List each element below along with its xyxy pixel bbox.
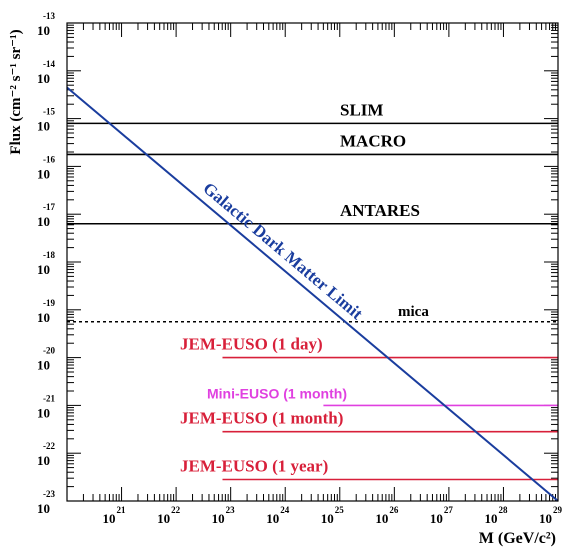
dark-matter-limit-line — [66, 86, 559, 502]
svg-text:-18: -18 — [43, 250, 55, 260]
limit-label-macro: MACRO — [340, 131, 406, 150]
limit-label-jem-euso-1-year: JEM-EUSO (1 year) — [180, 456, 328, 475]
svg-text:10: 10 — [37, 310, 50, 325]
svg-text:-23: -23 — [43, 489, 55, 499]
svg-text:10: 10 — [430, 511, 443, 526]
y-tick-label: 10-20 — [37, 346, 55, 373]
y-tick-label: 10-22 — [37, 441, 55, 468]
y-tick-label: 10-15 — [37, 107, 55, 134]
svg-text:10: 10 — [37, 358, 50, 373]
svg-text:10: 10 — [37, 501, 50, 516]
svg-text:10: 10 — [37, 262, 50, 277]
svg-text:-13: -13 — [43, 11, 55, 21]
x-axis-label: M (GeV/c²) — [479, 530, 556, 547]
y-tick-label: 10-17 — [37, 202, 55, 229]
svg-text:29: 29 — [553, 505, 563, 515]
svg-text:-14: -14 — [43, 59, 55, 69]
limit-label-slim: SLIM — [340, 100, 383, 119]
svg-text:-17: -17 — [43, 202, 55, 212]
svg-text:28: 28 — [498, 505, 508, 515]
svg-text:10: 10 — [375, 511, 388, 526]
svg-text:-15: -15 — [43, 107, 55, 117]
y-tick-label: 10-21 — [37, 393, 55, 420]
y-tick-label: 10-16 — [37, 154, 55, 181]
svg-text:10: 10 — [37, 214, 50, 229]
svg-text:10: 10 — [157, 511, 170, 526]
svg-text:10: 10 — [37, 23, 50, 38]
svg-text:-21: -21 — [43, 393, 55, 403]
svg-text:10: 10 — [37, 166, 50, 181]
svg-text:25: 25 — [335, 505, 345, 515]
svg-text:-16: -16 — [43, 154, 55, 164]
svg-text:10: 10 — [321, 511, 334, 526]
svg-text:10: 10 — [37, 119, 50, 134]
svg-text:22: 22 — [171, 505, 181, 515]
svg-text:10: 10 — [266, 511, 279, 526]
plot-frame — [66, 22, 559, 502]
svg-text:10: 10 — [37, 405, 50, 420]
svg-text:-22: -22 — [43, 441, 55, 451]
y-tick-label: 10-23 — [37, 489, 55, 516]
svg-text:10: 10 — [484, 511, 497, 526]
y-tick-label: 10-14 — [37, 59, 55, 86]
svg-text:10: 10 — [539, 511, 552, 526]
limit-label-jem-euso-1-day: JEM-EUSO (1 day) — [180, 335, 323, 354]
svg-text:10: 10 — [103, 511, 116, 526]
svg-text:10: 10 — [37, 71, 50, 86]
limit-label-jem-euso-1-month: JEM-EUSO (1 month) — [180, 409, 343, 428]
y-tick-label: 10-19 — [37, 298, 55, 325]
svg-text:21: 21 — [117, 505, 127, 515]
svg-text:-19: -19 — [43, 298, 55, 308]
svg-text:27: 27 — [444, 505, 454, 515]
y-axis-label: Flux (cm⁻² s⁻¹ sr⁻¹) — [8, 29, 24, 154]
y-tick-label: 10-18 — [37, 250, 55, 277]
limit-label-antares: ANTARES — [340, 201, 420, 220]
svg-text:10: 10 — [37, 453, 50, 468]
svg-text:26: 26 — [389, 505, 399, 515]
svg-text:24: 24 — [280, 505, 290, 515]
svg-text:-20: -20 — [43, 346, 55, 356]
svg-text:23: 23 — [226, 505, 236, 515]
y-tick-label: 10-13 — [37, 11, 55, 38]
svg-text:10: 10 — [212, 511, 225, 526]
limit-label-mini-euso-1-month: Mini-EUSO (1 month) — [207, 385, 347, 401]
limit-label-mica: mica — [398, 304, 429, 320]
